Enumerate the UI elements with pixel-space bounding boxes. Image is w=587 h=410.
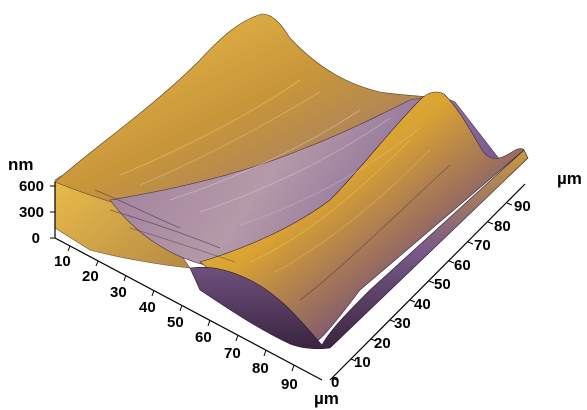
x-tick-80: 80 (252, 360, 269, 377)
x-tick-30: 30 (110, 284, 127, 301)
z-tick-0: 0 (32, 230, 40, 247)
y-tick-90: 90 (514, 198, 531, 215)
y-tick-60: 60 (454, 257, 471, 274)
z-axis-ticks (50, 185, 55, 239)
y-axis-ticks (331, 202, 513, 381)
surface-texture (94, 79, 451, 301)
z-axis-unit: nm (8, 155, 34, 174)
y-tick-20: 20 (374, 335, 391, 352)
y-tick-70: 70 (474, 237, 491, 254)
y-axis-unit: µm (557, 169, 582, 188)
y-tick-10: 10 (354, 354, 371, 371)
x-tick-90: 90 (281, 376, 298, 393)
x-tick-40: 40 (139, 299, 156, 316)
surface-front-face (189, 149, 529, 350)
z-tick-600: 600 (19, 178, 44, 195)
y-tick-40: 40 (414, 296, 431, 313)
x-tick-70: 70 (224, 345, 241, 362)
axes-lines (54, 182, 526, 381)
x-tick-50: 50 (167, 314, 184, 331)
y-tick-80: 80 (494, 218, 511, 235)
y-tick-0: 0 (331, 374, 339, 391)
x-tick-60: 60 (195, 329, 212, 346)
x-tick-20: 20 (82, 268, 99, 285)
z-tick-300: 300 (19, 204, 44, 221)
y-tick-50: 50 (434, 276, 451, 293)
x-tick-10: 10 (54, 253, 71, 270)
y-tick-30: 30 (394, 315, 411, 332)
x-axis-ticks (67, 245, 295, 372)
x-axis-unit: µm (314, 389, 339, 408)
